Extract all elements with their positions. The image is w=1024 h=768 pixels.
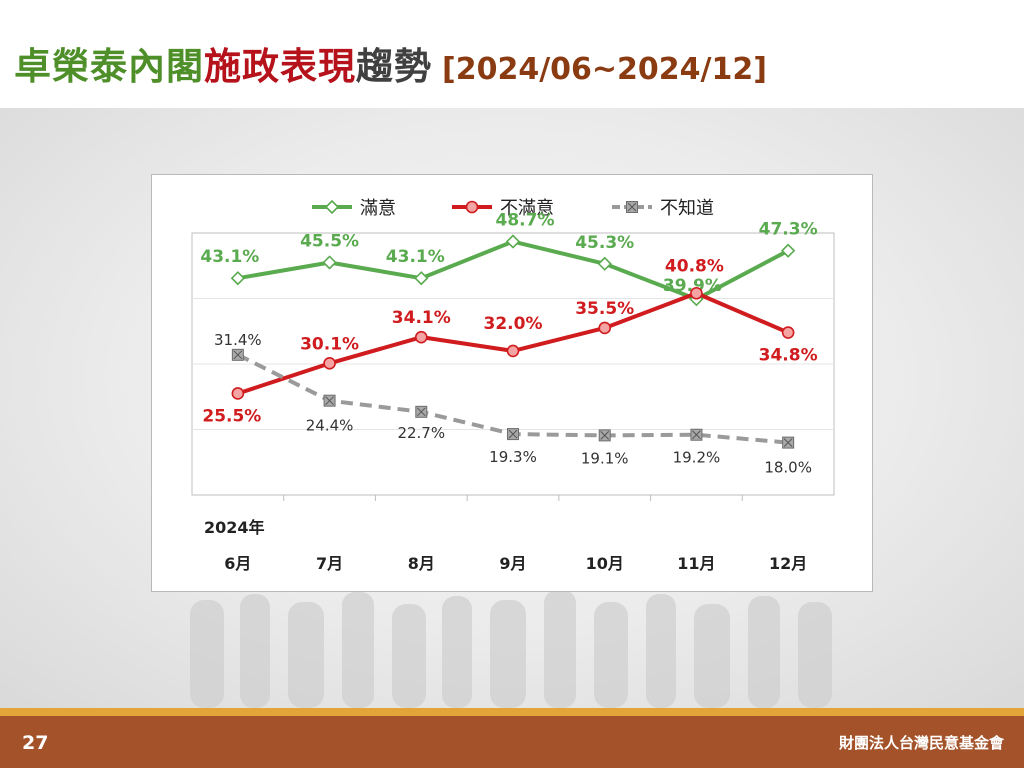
data-point-1-0 bbox=[232, 388, 243, 399]
crowd-silhouette-decoration bbox=[170, 590, 870, 708]
data-label-0-0: 43.1% bbox=[200, 247, 259, 267]
data-point-1-3 bbox=[508, 345, 519, 356]
page-number: 27 bbox=[22, 732, 48, 754]
data-point-0-0 bbox=[232, 272, 244, 284]
data-label-2-3: 19.3% bbox=[489, 448, 537, 466]
data-label-1-4: 35.5% bbox=[575, 299, 634, 319]
data-point-0-2 bbox=[415, 272, 427, 284]
data-label-2-4: 19.1% bbox=[581, 449, 629, 467]
x-tick-label: 8月 bbox=[408, 554, 435, 573]
data-label-2-5: 19.2% bbox=[673, 449, 721, 467]
title-part-performance: 施政表現 bbox=[204, 45, 356, 88]
data-point-1-2 bbox=[416, 332, 427, 343]
data-label-0-2: 43.1% bbox=[386, 247, 445, 267]
data-label-2-1: 24.4% bbox=[306, 417, 354, 435]
footer-stripe bbox=[0, 708, 1024, 716]
data-label-1-3: 32.0% bbox=[484, 314, 543, 334]
data-label-1-0: 25.5% bbox=[202, 406, 261, 426]
data-label-1-5: 40.8% bbox=[665, 256, 724, 276]
line-chart: 滿意 不滿意 不知道43.1%45.5%43.1%48.7%45.3%39.9%47… bbox=[152, 175, 872, 591]
legend-marker-0 bbox=[326, 201, 338, 213]
data-label-1-2: 34.1% bbox=[392, 308, 451, 328]
data-point-0-1 bbox=[324, 256, 336, 268]
organization-name: 財團法人台灣民意基金會 bbox=[839, 732, 1004, 753]
x-tick-label: 12月 bbox=[769, 554, 807, 573]
x-tick-label: 6月 bbox=[224, 554, 251, 573]
data-label-2-2: 22.7% bbox=[397, 424, 445, 442]
x-tick-label: 9月 bbox=[499, 554, 526, 573]
legend-label-0: 滿意 bbox=[360, 198, 396, 219]
legend-label-2: 不知道 bbox=[660, 198, 714, 219]
title-part-cabinet: 卓榮泰內閣 bbox=[14, 45, 204, 88]
page-title: 卓榮泰內閣施政表現趨勢 [2024/06~2024/12] bbox=[14, 36, 767, 96]
data-label-0-3: 48.7% bbox=[496, 211, 555, 231]
data-label-1-6: 34.8% bbox=[759, 346, 818, 366]
data-point-0-3 bbox=[507, 236, 519, 248]
x-tick-label: 11月 bbox=[677, 554, 715, 573]
chart-card: 滿意 不滿意 不知道 43.1% 45.5% 43.1% 48.7% 45.3% 39.9% 47… bbox=[151, 174, 873, 592]
data-label-1-1: 30.1% bbox=[300, 334, 359, 354]
data-point-1-6 bbox=[783, 327, 794, 338]
data-label-0-4: 45.3% bbox=[575, 233, 634, 253]
data-label-0-6: 47.3% bbox=[759, 220, 818, 240]
x-tick-label: 7月 bbox=[316, 554, 343, 573]
data-label-0-1: 45.5% bbox=[300, 231, 359, 251]
data-point-1-4 bbox=[599, 322, 610, 333]
data-point-1-1 bbox=[324, 358, 335, 369]
title-date-range: [2024/06~2024/12] bbox=[442, 52, 767, 87]
legend-marker-1 bbox=[467, 202, 478, 213]
x-tick-label: 10月 bbox=[586, 554, 624, 573]
footer-bar: 27 財團法人台灣民意基金會 bbox=[0, 716, 1024, 768]
title-bar: 卓榮泰內閣施政表現趨勢 [2024/06~2024/12] bbox=[0, 0, 1024, 108]
title-part-trend: 趨勢 bbox=[356, 45, 432, 88]
data-label-2-0: 31.4% bbox=[214, 331, 262, 349]
data-point-0-4 bbox=[599, 258, 611, 270]
data-label-2-6: 18.0% bbox=[764, 459, 812, 477]
data-point-1-5 bbox=[691, 288, 702, 299]
x-axis-year-label: 2024年 bbox=[204, 518, 265, 537]
